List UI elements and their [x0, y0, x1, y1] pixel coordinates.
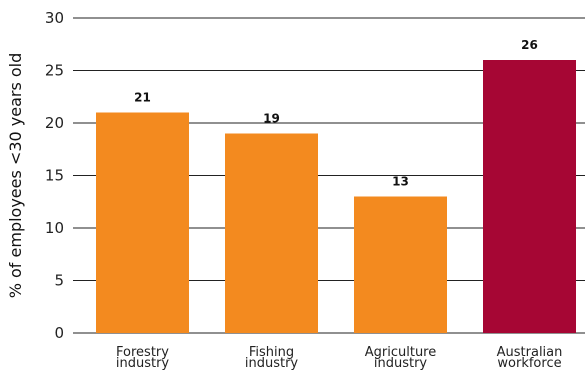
y-tick-label: 25: [45, 62, 64, 80]
category-labels: Forestry industry Fishing industry Agricultu…: [116, 345, 563, 371]
category-label: Agriculture industry: [365, 345, 437, 371]
data-labels: 21 19 13 26: [134, 38, 538, 189]
y-tick-label: 0: [54, 324, 64, 342]
data-label: 21: [134, 91, 151, 105]
y-axis-ticks: 0 5 10 15 20 25 30: [45, 9, 64, 342]
category-label: Australian workforce: [497, 345, 563, 371]
y-tick-label: 5: [54, 272, 64, 290]
data-label: 13: [392, 175, 409, 189]
bars: [96, 60, 576, 333]
y-tick-label: 15: [45, 167, 64, 185]
bar-3: [483, 60, 576, 333]
bar-0: [96, 112, 189, 333]
y-tick-label: 20: [45, 114, 64, 132]
data-label: 26: [521, 38, 538, 52]
category-label: Fishing industry: [245, 345, 299, 371]
category-label: Forestry industry: [116, 345, 170, 371]
y-tick-label: 10: [45, 219, 64, 237]
y-axis-label: % of employees <30 years old: [6, 53, 25, 299]
y-tick-label: 30: [45, 9, 64, 27]
bar-2: [354, 196, 447, 333]
bar-1: [225, 133, 318, 333]
data-label: 19: [263, 112, 280, 126]
